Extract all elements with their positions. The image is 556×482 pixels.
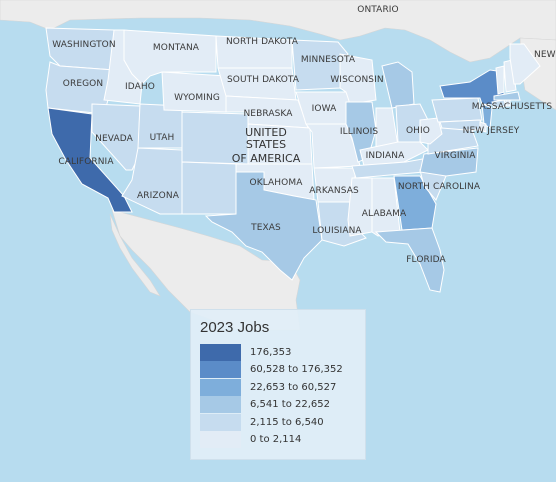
state-label-north-dakota: NORTH DAKOTA xyxy=(226,37,299,47)
state-nm[interactable] xyxy=(181,161,237,215)
state-wy[interactable] xyxy=(161,71,227,113)
state-label-illinois: ILLINOIS xyxy=(340,127,379,137)
legend-row: 60,528 to 176,352 xyxy=(200,361,343,378)
canada-land xyxy=(0,0,556,63)
legend-label: 176,353 xyxy=(250,346,292,358)
state-label-south-dakota: SOUTH DAKOTA xyxy=(227,75,300,85)
state-de[interactable] xyxy=(479,121,487,133)
state-label-idaho: IDAHO xyxy=(125,82,155,92)
state-mt[interactable] xyxy=(123,29,217,85)
state-label-florida: FLORIDA xyxy=(406,255,446,265)
state-label-massachusetts: MASSACHUSETTS xyxy=(472,102,553,112)
legend-label: 6,541 to 22,652 xyxy=(250,399,331,410)
state-label-wisconsin: WISCONSIN xyxy=(330,75,383,85)
map-legend: 2023 Jobs 176,353 60,528 to 176,352 22,653… xyxy=(190,309,366,460)
state-label-indiana: INDIANA xyxy=(366,151,405,161)
legend-swatch xyxy=(200,431,241,448)
state-label-louisiana: LOUISIANA xyxy=(312,226,362,236)
legend-label: 22,653 to 60,527 xyxy=(250,381,337,393)
legend-swatch xyxy=(200,343,241,361)
state-md[interactable] xyxy=(439,119,485,131)
state-nj[interactable] xyxy=(481,103,493,129)
legend-row: 22,653 to 60,527 xyxy=(200,378,337,396)
legend-row: 2,115 to 6,540 xyxy=(200,413,324,431)
state-ms[interactable] xyxy=(347,177,373,237)
state-label-oregon: OREGON xyxy=(63,79,103,89)
state-label-utah: UTAH xyxy=(150,133,175,143)
legend-label: 2,115 to 6,540 xyxy=(250,416,324,428)
country-label-line-1: UNITED xyxy=(245,126,287,139)
us-states xyxy=(45,27,541,293)
legend-label: 0 to 2,114 xyxy=(250,434,302,445)
lake-superior xyxy=(352,44,408,58)
state-wv[interactable] xyxy=(419,117,443,145)
state-nc[interactable] xyxy=(419,147,479,177)
legend-swatch xyxy=(200,361,241,378)
state-label-ohio: OHIO xyxy=(406,126,430,136)
state-label-oklahoma: OKLAHOMA xyxy=(250,178,304,188)
state-label-virginia: VIRGINIA xyxy=(434,151,476,161)
state-mi[interactable] xyxy=(381,61,415,109)
state-label-alabama: ALABAMA xyxy=(362,209,407,219)
legend-label: 60,528 to 176,352 xyxy=(250,364,343,375)
state-label-washington: WASHINGTON xyxy=(52,40,115,50)
state-label-nebraska: NEBRASKA xyxy=(243,109,293,119)
state-label-arkansas: ARKANSAS xyxy=(309,186,359,196)
state-label-texas: TEXAS xyxy=(250,223,281,233)
state-tx[interactable] xyxy=(204,171,323,281)
neighbor-label-ontario: ONTARIO xyxy=(357,5,398,15)
country-label-line-2: STATES xyxy=(246,138,286,151)
state-ca[interactable] xyxy=(47,107,133,213)
legend-row: 6,541 to 22,652 xyxy=(200,396,331,413)
state-ma[interactable] xyxy=(493,91,521,101)
state-ga[interactable] xyxy=(393,175,437,231)
state-me[interactable] xyxy=(509,43,541,85)
state-pa[interactable] xyxy=(431,97,483,123)
legend-swatch xyxy=(200,396,241,413)
state-label-california: CALIFORNIA xyxy=(58,157,114,167)
state-label-minnesota: MINNESOTA xyxy=(301,55,356,65)
country-label-line-3: OF AMERICA xyxy=(232,152,301,165)
lake-michigan xyxy=(374,64,386,110)
state-label-wyoming: WYOMING xyxy=(174,93,220,103)
state-label-nevada: NEVADA xyxy=(95,134,133,144)
state-label-iowa: IOWA xyxy=(312,104,337,114)
state-vt[interactable] xyxy=(495,65,505,95)
legend-swatch xyxy=(200,378,241,396)
baja-land xyxy=(109,213,161,297)
neighbor-label-nb: NEW B xyxy=(534,50,556,60)
state-label-new-jersey: NEW JERSEY xyxy=(463,126,520,136)
legend-row: 176,353 xyxy=(200,343,292,361)
state-label-north-carolina: NORTH CAROLINA xyxy=(398,182,481,192)
legend-title: 2023 Jobs xyxy=(200,319,270,336)
state-label-montana: MONTANA xyxy=(153,43,200,53)
legend-swatch xyxy=(200,413,241,431)
legend-row: 0 to 2,114 xyxy=(200,431,302,448)
state-fl[interactable] xyxy=(374,227,445,293)
state-label-arizona: ARIZONA xyxy=(137,191,180,201)
